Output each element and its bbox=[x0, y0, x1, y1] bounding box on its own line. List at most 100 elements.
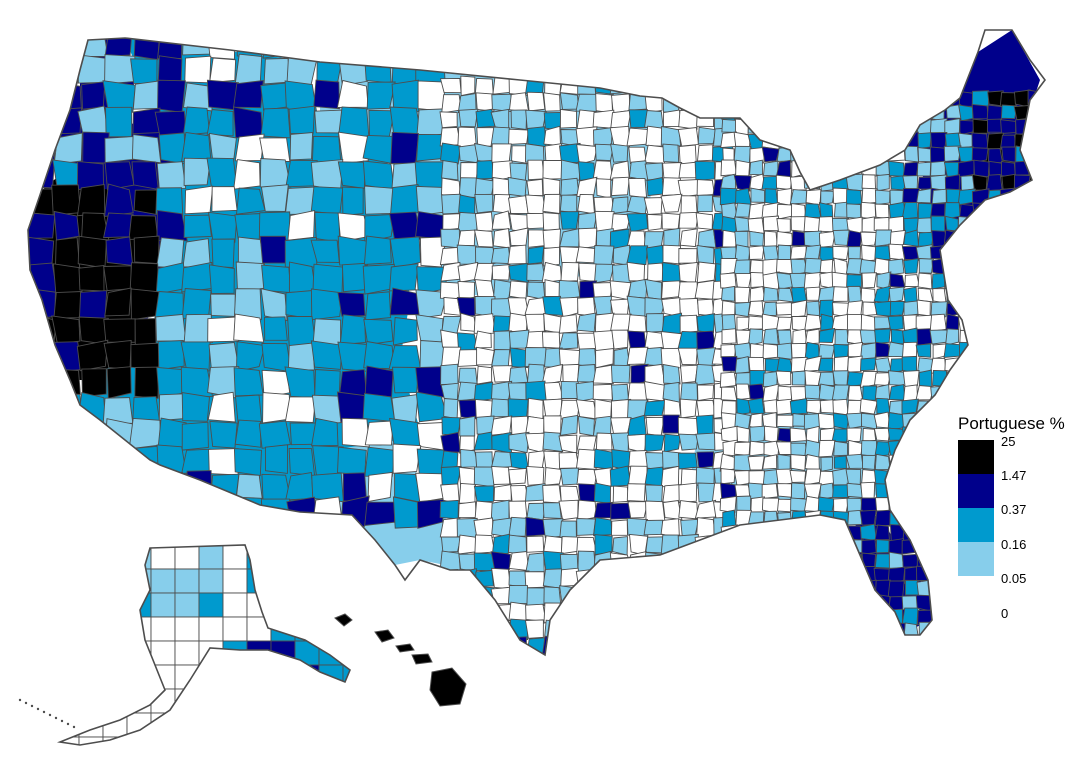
county-polygon bbox=[971, 285, 990, 304]
county-polygon bbox=[986, 104, 1004, 122]
county-polygon bbox=[888, 482, 906, 499]
county-polygon bbox=[777, 90, 792, 107]
aleutian-island bbox=[66, 722, 70, 726]
county-polygon bbox=[611, 519, 628, 536]
county-polygon bbox=[734, 342, 752, 359]
county-polygon bbox=[1043, 160, 1045, 178]
county-polygon bbox=[559, 414, 579, 436]
aleutian-island bbox=[24, 701, 28, 705]
county-polygon bbox=[644, 162, 664, 181]
county-polygon bbox=[901, 442, 919, 458]
county-polygon bbox=[1042, 635, 1045, 653]
county-polygon bbox=[1041, 302, 1045, 318]
county-polygon bbox=[294, 640, 320, 666]
county-polygon bbox=[491, 93, 512, 113]
county-polygon bbox=[833, 90, 850, 108]
county-polygon bbox=[696, 570, 716, 590]
county-polygon bbox=[473, 431, 493, 451]
county-polygon bbox=[52, 159, 82, 189]
county-polygon bbox=[762, 215, 779, 232]
county-polygon bbox=[1000, 202, 1017, 220]
county-polygon bbox=[986, 397, 1002, 414]
legend-swatch-blue bbox=[958, 508, 994, 542]
county-polygon bbox=[644, 144, 665, 164]
county-polygon bbox=[832, 621, 850, 640]
county-polygon bbox=[460, 618, 479, 639]
county-polygon bbox=[847, 104, 861, 120]
county-polygon bbox=[363, 340, 395, 370]
county-polygon bbox=[1016, 621, 1032, 639]
county-polygon bbox=[456, 297, 476, 317]
county-polygon bbox=[198, 592, 224, 618]
county-polygon bbox=[985, 343, 1004, 360]
county-polygon bbox=[78, 664, 104, 690]
county-polygon bbox=[611, 620, 632, 640]
county-polygon bbox=[915, 400, 934, 416]
county-polygon bbox=[235, 473, 263, 499]
county-polygon bbox=[901, 482, 919, 499]
county-polygon bbox=[78, 616, 104, 642]
county-polygon bbox=[763, 425, 779, 444]
county-polygon bbox=[763, 567, 780, 584]
county-polygon bbox=[492, 279, 512, 301]
county-polygon bbox=[903, 622, 920, 640]
county-polygon bbox=[392, 366, 419, 394]
county-polygon bbox=[719, 272, 737, 289]
county-polygon bbox=[971, 147, 989, 164]
county-polygon bbox=[957, 229, 976, 248]
county-polygon bbox=[473, 517, 494, 539]
county-polygon bbox=[415, 314, 444, 344]
county-polygon bbox=[443, 398, 459, 420]
county-polygon bbox=[155, 471, 184, 499]
county-polygon bbox=[473, 313, 496, 334]
county-polygon bbox=[560, 261, 580, 282]
county-polygon bbox=[930, 495, 947, 514]
county-polygon bbox=[1027, 329, 1044, 346]
county-polygon bbox=[312, 30, 344, 58]
county-polygon bbox=[986, 230, 1004, 247]
county-polygon bbox=[945, 313, 960, 332]
county-polygon bbox=[579, 654, 598, 655]
county-polygon bbox=[820, 190, 835, 206]
county-polygon bbox=[1000, 398, 1017, 416]
county-polygon bbox=[817, 635, 834, 654]
county-polygon bbox=[735, 593, 753, 612]
county-polygon bbox=[833, 552, 849, 569]
county-polygon bbox=[834, 133, 849, 150]
county-polygon bbox=[577, 550, 597, 573]
county-polygon bbox=[873, 132, 892, 150]
county-polygon bbox=[959, 119, 976, 136]
county-polygon bbox=[943, 636, 962, 653]
county-polygon bbox=[310, 340, 343, 370]
county-polygon bbox=[342, 712, 350, 738]
county-polygon bbox=[542, 568, 562, 589]
county-polygon bbox=[473, 466, 495, 488]
county-polygon bbox=[490, 451, 513, 469]
county-polygon bbox=[1042, 316, 1045, 332]
county-polygon bbox=[972, 301, 989, 317]
county-polygon bbox=[1001, 273, 1018, 290]
county-polygon bbox=[790, 552, 806, 569]
county-polygon bbox=[77, 235, 107, 269]
county-polygon bbox=[51, 418, 84, 450]
county-polygon bbox=[150, 568, 176, 594]
county-polygon bbox=[294, 592, 320, 618]
county-polygon bbox=[762, 328, 779, 345]
county-polygon bbox=[439, 604, 462, 624]
county-polygon bbox=[128, 499, 162, 527]
county-polygon bbox=[342, 736, 350, 745]
county-polygon bbox=[491, 349, 511, 368]
county-polygon bbox=[1027, 525, 1044, 542]
county-polygon bbox=[749, 425, 767, 444]
county-polygon bbox=[559, 654, 580, 655]
county-polygon bbox=[182, 30, 211, 56]
county-polygon bbox=[859, 104, 876, 122]
county-polygon bbox=[365, 291, 392, 321]
county-polygon bbox=[719, 635, 738, 653]
county-polygon bbox=[294, 568, 320, 594]
county-polygon bbox=[903, 384, 919, 402]
county-polygon bbox=[971, 103, 990, 120]
county-polygon bbox=[762, 623, 779, 639]
county-polygon bbox=[677, 281, 698, 300]
county-polygon bbox=[222, 616, 248, 642]
